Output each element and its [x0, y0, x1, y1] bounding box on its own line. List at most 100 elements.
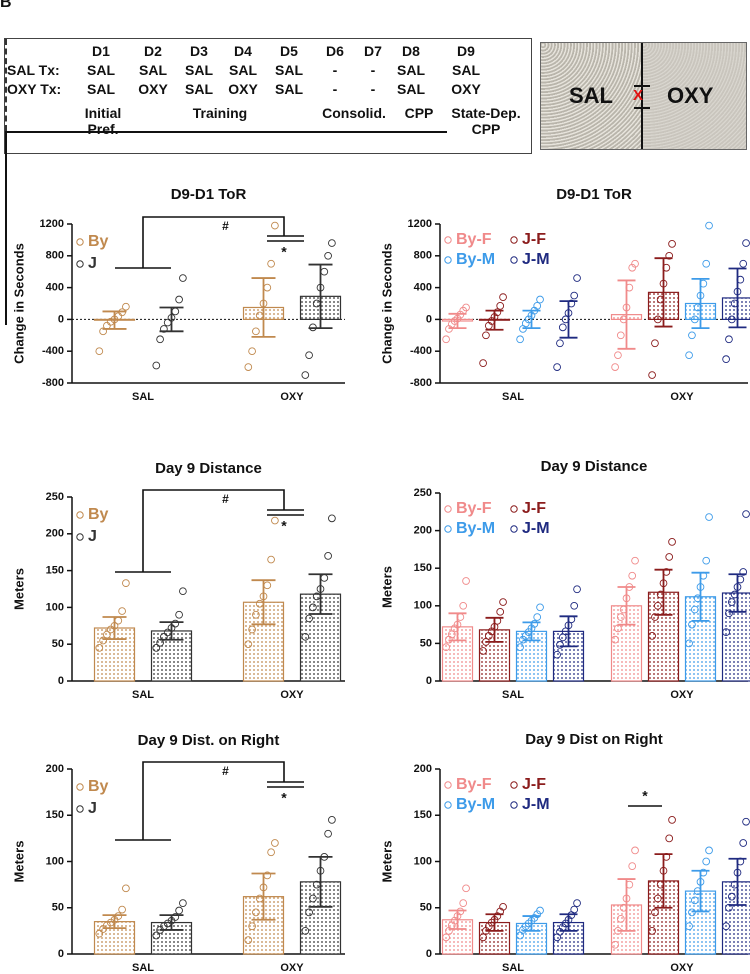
data-point	[328, 514, 336, 523]
data-point	[320, 574, 329, 582]
error-bar	[159, 914, 184, 931]
chart-title: Day 9 Dist. on Right	[138, 732, 280, 749]
data-point	[573, 274, 581, 282]
error-bar	[102, 310, 127, 330]
data-point	[244, 640, 253, 649]
y-tick-label: 50	[420, 637, 432, 649]
data-point	[533, 302, 542, 310]
data-point	[263, 581, 272, 590]
y-tick-label: 150	[46, 565, 64, 577]
y-tick-label: -400	[410, 345, 432, 357]
data-point	[499, 902, 507, 911]
data-point	[118, 607, 126, 615]
data-point	[702, 556, 711, 565]
data-point	[702, 259, 711, 268]
data-point	[248, 347, 256, 356]
cell: SAL	[397, 81, 425, 97]
data-point	[648, 927, 656, 935]
data-point	[163, 318, 172, 327]
divider	[641, 43, 643, 149]
chart-title: Day 9 Distance	[155, 460, 262, 477]
data-point	[179, 587, 187, 596]
y-tick-label: 800	[414, 250, 432, 262]
data-point	[668, 816, 676, 824]
data-point	[742, 817, 750, 826]
y-axis-label: Change in Seconds	[11, 243, 26, 364]
data-point	[702, 857, 711, 866]
x-tick-label: OXY	[670, 962, 694, 974]
data-point	[271, 516, 279, 525]
y-tick-label: 0	[426, 948, 432, 960]
cell: SAL	[87, 62, 115, 78]
data-point	[570, 601, 579, 610]
data-point	[179, 899, 187, 907]
y-tick-label: 400	[46, 282, 64, 294]
phase-label: State-Dep. CPP	[451, 105, 521, 137]
legend-marker	[76, 783, 84, 791]
data-point	[688, 908, 696, 917]
x-tick-label: SAL	[502, 962, 524, 974]
x-tick-label: SAL	[132, 391, 154, 403]
data-point	[685, 639, 693, 648]
data-point	[267, 259, 275, 268]
data-point	[556, 641, 564, 649]
data-point	[725, 335, 733, 344]
rule	[5, 277, 7, 325]
data-point	[516, 335, 524, 344]
data-point	[114, 616, 123, 625]
blocked-mark: X	[633, 87, 644, 104]
data-point	[479, 647, 487, 655]
data-point	[742, 510, 750, 518]
x-tick-label: SAL	[132, 689, 154, 701]
data-point	[521, 319, 530, 328]
data-point	[99, 636, 107, 645]
y-tick-label: 100	[46, 601, 64, 613]
data-point	[553, 363, 561, 371]
y-axis-label: Meters	[11, 841, 26, 883]
y-tick-label: 0	[426, 675, 432, 687]
phase-label: CPP	[404, 105, 434, 121]
error-bar	[102, 616, 127, 640]
legend-label: J-M	[522, 251, 550, 268]
error-bar	[559, 615, 578, 648]
data-point	[727, 598, 736, 606]
data-point	[614, 351, 622, 360]
day-header: D2	[144, 43, 162, 59]
data-point	[267, 848, 275, 857]
data-point	[248, 625, 256, 634]
y-tick-label: 0	[426, 313, 432, 325]
cell: SAL	[139, 62, 167, 78]
x-tick-label: OXY	[670, 391, 694, 403]
data-point	[252, 327, 260, 336]
error-bar	[485, 616, 504, 643]
phase-label: Initial Pref.	[84, 105, 122, 137]
y-tick-label: 800	[46, 250, 64, 262]
data-point	[462, 303, 470, 312]
legend-label: By	[88, 233, 109, 250]
x-tick-label: OXY	[670, 689, 694, 701]
data-point	[324, 552, 332, 560]
cell: SAL	[452, 62, 480, 78]
data-point	[631, 259, 639, 268]
data-point	[171, 307, 180, 316]
legend-label: By-F	[456, 776, 492, 793]
data-point	[665, 834, 674, 843]
error-bar	[251, 277, 276, 338]
data-point	[725, 609, 733, 618]
data-point	[628, 263, 637, 272]
error-bar	[251, 872, 276, 921]
error-bar	[159, 306, 184, 333]
data-point	[739, 259, 748, 268]
data-point	[722, 922, 730, 931]
data-point	[653, 894, 662, 903]
legend-label: By-F	[456, 231, 492, 248]
error-bar	[691, 277, 710, 330]
error-bar	[617, 878, 636, 932]
rule	[5, 181, 7, 229]
data-point	[171, 619, 180, 628]
y-axis-label: Meters	[11, 568, 26, 610]
significance-bracket	[115, 489, 304, 573]
data-point	[122, 884, 130, 893]
day-header: D4	[234, 43, 252, 59]
data-point	[705, 846, 713, 855]
